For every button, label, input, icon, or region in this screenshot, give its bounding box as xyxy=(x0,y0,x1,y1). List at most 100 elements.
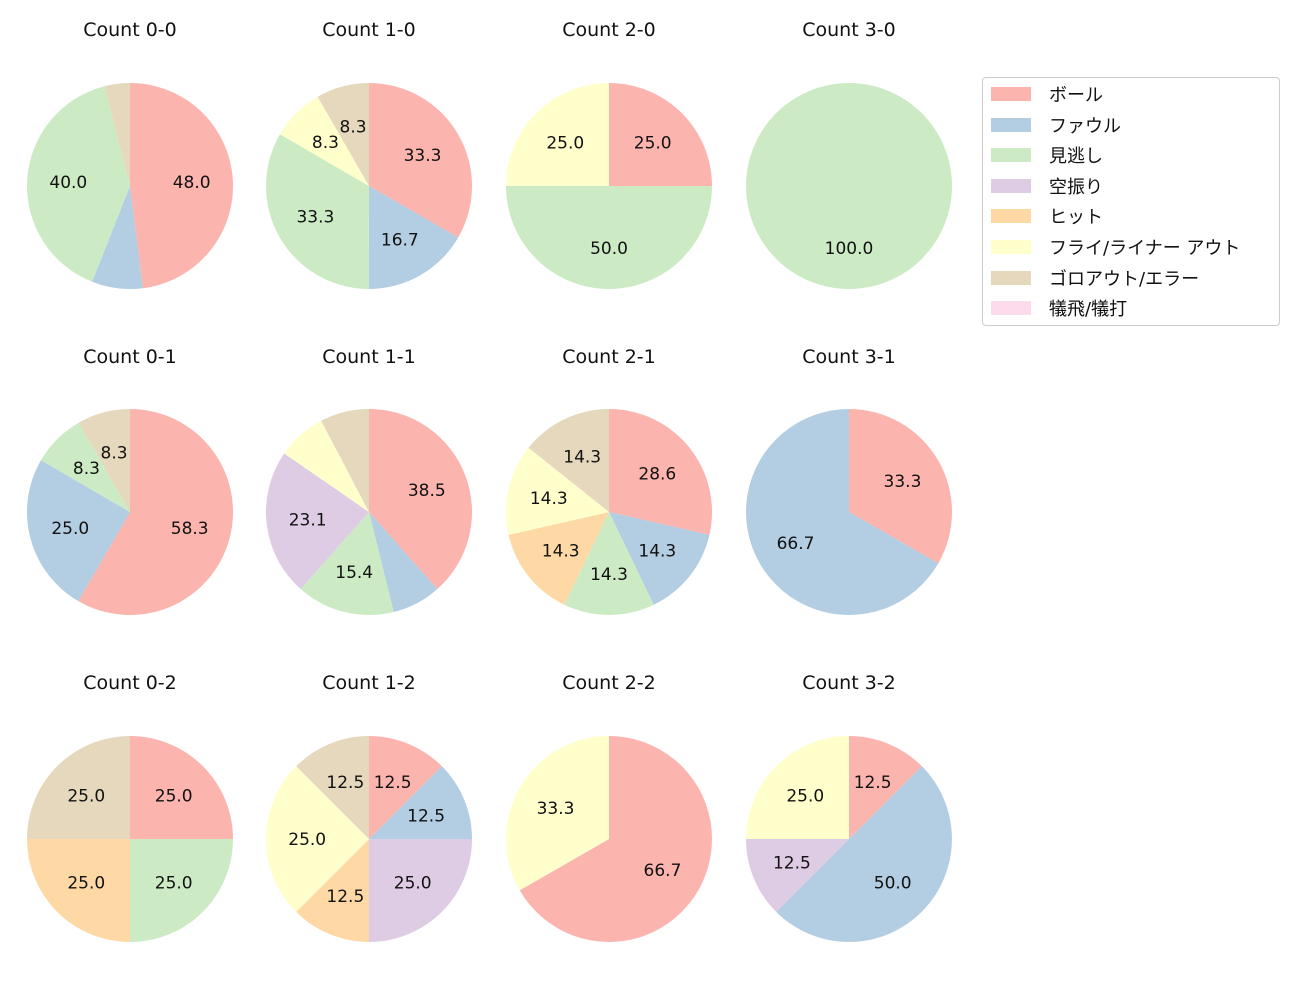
slice-label: 25.0 xyxy=(288,830,326,850)
legend-swatch xyxy=(991,87,1031,101)
slice-label: 28.6 xyxy=(638,464,676,484)
legend-label: フライ/ライナー アウト xyxy=(1049,238,1241,259)
slice-label: 14.3 xyxy=(590,565,628,585)
legend: ボールファウル見逃し空振りヒットフライ/ライナー アウト ゴロアウト/エラー 犠飛/… xyxy=(982,77,1280,326)
pie-slice xyxy=(368,186,459,289)
legend-item: ゴロアウト/エラー xyxy=(991,268,1200,290)
pie-title: Count 1-0 xyxy=(322,19,416,41)
legend-label: ゴロアウト/エラー xyxy=(1049,268,1200,290)
pie-slice xyxy=(849,736,922,839)
slice-label: 8.3 xyxy=(101,443,128,463)
legend-swatch xyxy=(991,209,1031,224)
pie-slice xyxy=(321,409,369,512)
pie-slice xyxy=(27,86,130,282)
pie-slice xyxy=(849,409,953,564)
pie-title: Count 2-0 xyxy=(562,19,656,41)
slice-label: 14.3 xyxy=(530,489,568,509)
pie-slice xyxy=(130,839,233,942)
slice-label: 25.0 xyxy=(67,874,105,894)
legend-swatch xyxy=(991,301,1031,316)
pie-slice xyxy=(27,736,130,839)
legend-swatch xyxy=(991,117,1031,132)
pie-slice xyxy=(92,186,143,289)
slice-label: 12.5 xyxy=(407,806,445,826)
pie-slice xyxy=(369,512,438,613)
slice-label: 38.5 xyxy=(408,481,446,501)
slice-label: 25.0 xyxy=(67,786,105,806)
slice-label: 12.5 xyxy=(326,773,364,793)
legend-label: 見逃し xyxy=(1049,146,1103,168)
legend-label: ボール xyxy=(1049,85,1103,106)
slice-label: 25.0 xyxy=(546,133,584,153)
slice-label: 12.5 xyxy=(854,773,892,793)
legend-item: 空振り xyxy=(991,176,1103,198)
pie-slice xyxy=(564,512,654,616)
slice-label: 33.3 xyxy=(296,208,334,228)
pie-slice xyxy=(78,409,234,616)
slice-label: 25.0 xyxy=(634,133,672,153)
legend-item: ファウル xyxy=(991,115,1121,137)
pie-slice xyxy=(508,512,609,605)
pie-title: Count 0-0 xyxy=(83,19,177,41)
legend-label: 犠飛/犠打 xyxy=(1049,299,1128,321)
slice-label: 8.3 xyxy=(340,117,367,137)
pie-slice xyxy=(506,186,712,289)
legend-item: 犠飛/犠打 xyxy=(991,298,1128,321)
slice-label: 48.0 xyxy=(173,173,211,193)
pie-title: Count 3-2 xyxy=(802,672,896,694)
pie-slice xyxy=(746,83,952,289)
pie-slice xyxy=(279,96,369,186)
pie-slice xyxy=(369,766,472,839)
pie-slice xyxy=(609,409,712,535)
pie-slice xyxy=(528,409,609,512)
pie-title: Count 0-1 xyxy=(83,346,177,368)
pie-slice xyxy=(284,420,369,512)
slice-label: 14.3 xyxy=(563,447,601,467)
legend-item: ヒット xyxy=(991,206,1103,228)
legend-swatch xyxy=(991,148,1031,163)
slice-label: 12.5 xyxy=(374,773,412,793)
pie-slice xyxy=(104,83,130,186)
slice-label: 58.3 xyxy=(171,519,209,539)
slice-label: 12.5 xyxy=(326,887,364,907)
legend-swatch xyxy=(991,178,1031,193)
pie-title: Count 2-2 xyxy=(562,672,656,694)
pie-slice xyxy=(130,736,233,839)
slice-label: 66.7 xyxy=(777,534,815,554)
pie-title: Count 1-2 xyxy=(322,672,416,694)
slice-label: 100.0 xyxy=(825,239,874,259)
pie-slice xyxy=(369,839,472,942)
pie-title: Count 3-0 xyxy=(802,19,896,41)
pie-slice xyxy=(266,766,369,912)
pie-slice xyxy=(506,83,609,186)
pie-slice xyxy=(78,409,130,512)
pie-slice xyxy=(519,736,712,942)
pie-slice xyxy=(369,736,442,839)
slice-label: 66.7 xyxy=(644,861,682,881)
pie-slice xyxy=(609,512,710,605)
pie-slice xyxy=(296,839,369,942)
pie-slice xyxy=(746,736,849,839)
pie-slice xyxy=(506,736,609,891)
pie-slice xyxy=(746,839,849,912)
pie-slice xyxy=(40,422,130,512)
slice-label: 25.0 xyxy=(51,519,89,539)
legend-label: ファウル xyxy=(1049,115,1121,137)
slice-label: 14.3 xyxy=(542,542,580,562)
slice-label: 33.3 xyxy=(884,472,922,492)
slice-label: 12.5 xyxy=(773,854,811,874)
slice-label: 25.0 xyxy=(786,786,824,806)
pie-slice xyxy=(317,83,369,186)
slice-label: 25.0 xyxy=(155,786,193,806)
pie-slice xyxy=(27,460,130,602)
pie-title: Count 1-1 xyxy=(322,346,416,368)
legend-swatch xyxy=(991,240,1031,254)
slice-label: 8.3 xyxy=(73,459,100,479)
pie-title: Count 2-1 xyxy=(562,346,656,368)
slice-label: 40.0 xyxy=(49,173,87,193)
slice-label: 15.4 xyxy=(335,563,373,583)
slice-label: 50.0 xyxy=(874,874,912,894)
pie-slice xyxy=(776,766,952,942)
